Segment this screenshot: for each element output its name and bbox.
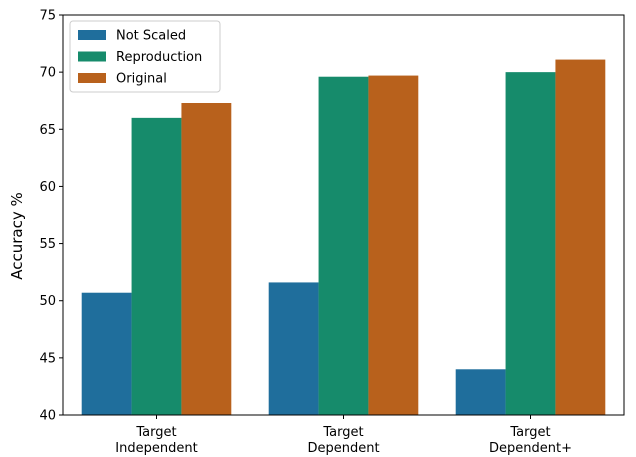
y-axis-title: Accuracy % [8,192,26,280]
bar-reproduction-1 [131,117,182,415]
x-tick-label: Dependent [307,441,379,456]
bar-original-3 [555,59,606,415]
y-tick-label: 45 [39,351,56,366]
x-tick-label: Dependent+ [489,441,572,456]
y-tick-label: 50 [39,294,56,309]
bar-reproduction-2 [318,76,369,415]
bar-original-2 [368,75,419,416]
legend: Not Scaled Reproduction Original [69,20,221,93]
x-tick-label: Target [322,425,363,440]
x-tick-label: Target [509,425,550,440]
legend-label-original: Original [116,72,167,87]
y-tick-label: 70 [39,66,56,81]
y-tick-label: 65 [39,123,56,138]
legend-label-not-scaled: Not Scaled [116,29,186,44]
x-tick-label: Target [135,425,176,440]
legend-box [69,20,221,93]
legend-label-reproduction: Reproduction [116,50,202,65]
x-tick-label: Independent [115,441,197,456]
y-tick-label: 55 [39,237,56,252]
y-tick-label: 40 [39,409,56,424]
legend-swatch-reproduction [78,51,106,62]
axes-layer: 4045505560657075TargetIndependentTargetD… [39,9,625,456]
y-tick-label: 60 [39,180,56,195]
bar-not-scaled-3 [455,369,506,415]
legend-swatch-original [78,73,106,83]
y-tick-label: 75 [39,9,56,24]
bar-original-1 [181,103,232,415]
bar-not-scaled-1 [81,292,132,415]
legend-swatch-not-scaled [78,30,106,40]
bar-not-scaled-2 [268,282,319,415]
bars-layer [81,59,606,416]
bar-reproduction-3 [505,72,556,416]
